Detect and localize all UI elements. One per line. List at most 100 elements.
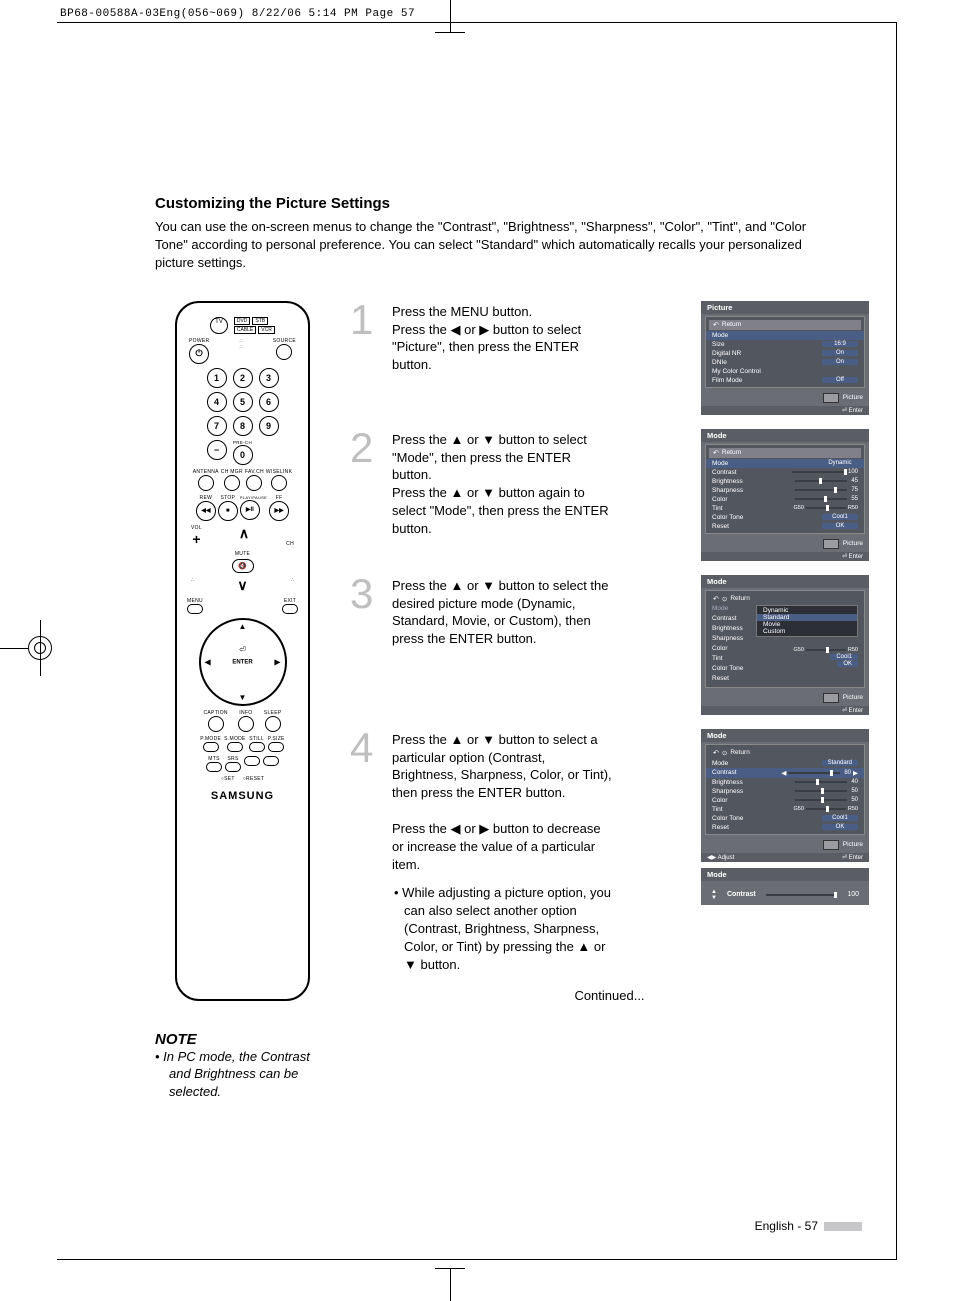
osd-value: 55 [851, 496, 858, 502]
stop-label: STOP [218, 495, 238, 501]
favch-button [246, 475, 262, 491]
step-4: 4 Press the ▲ or ▼ button to select a pa… [350, 729, 869, 974]
dpad: ▲ ▼ ◀ ▶ [199, 618, 287, 706]
crop-mark [450, 1269, 451, 1301]
step-number: 1 [350, 301, 384, 415]
rew-button: ◀◀ [196, 501, 216, 521]
tv-button: TV [210, 317, 228, 334]
osd-value: Off [822, 377, 858, 383]
step-number: 4 [350, 729, 384, 974]
osd-label: Tint [712, 655, 756, 665]
favch-label: FAV.CH [245, 469, 264, 475]
exit-label: EXIT [282, 598, 298, 604]
stb-label: STB [252, 317, 268, 325]
step-text: Press the ▲ or ▼ button to select a part… [392, 729, 612, 974]
picture-icon [823, 539, 839, 549]
osd-label: Contrast [712, 469, 737, 476]
cable-label: CABLE [234, 326, 256, 334]
osd-value: 45 [851, 478, 858, 484]
osd-value: 50 [851, 788, 858, 794]
still-label: STILL [249, 736, 265, 742]
vol-label: VOL [191, 525, 202, 531]
play-label: PLAY/PAUSE [240, 495, 267, 500]
step-bullet: While adjusting a picture option, you ca… [402, 885, 611, 972]
reset-label: ○RESET [243, 776, 265, 782]
step-2: 2 Press the ▲ or ▼ button to select "Mod… [350, 429, 869, 561]
osd-enter: Enter [849, 708, 863, 714]
page-number: English - 57 [755, 1219, 818, 1233]
srs-label: SRS [225, 756, 241, 762]
osd-label: Color Tone [712, 815, 743, 822]
ch-label: CH [286, 541, 294, 547]
tint-g: G50 [794, 505, 804, 511]
blank-button [263, 756, 279, 766]
crop-mark [435, 1268, 465, 1269]
osd-label: Tint [712, 505, 723, 512]
osd-dropdown: DynamicStandardMovieCustom [756, 605, 858, 637]
vcr-label: VCR [258, 326, 275, 334]
osd-title: Mode [701, 729, 869, 742]
osd-value: 100 [847, 891, 859, 898]
pmode-button [203, 742, 219, 752]
crop-mark [0, 648, 28, 649]
osd-return: ⊙ Return [709, 748, 861, 758]
psize-button [268, 742, 284, 752]
osd-mode-menu: Mode Return ModeDynamic Contrast100Brigh… [701, 429, 869, 561]
sleep-button [265, 716, 281, 732]
osd-value: 100 [848, 469, 858, 475]
picture-icon [823, 840, 839, 850]
section-title: Customizing the Picture Settings [155, 195, 869, 212]
wiselink-label: WISELINK [266, 469, 292, 475]
caption-label: CAPTION [204, 710, 228, 716]
down-arrow-icon: ▼ [239, 693, 247, 702]
osd-label: Contrast [727, 891, 756, 898]
psize-label: P.SIZE [268, 736, 285, 742]
osd-value: OK [822, 824, 858, 830]
step-3: 3 Press the ▲ or ▼ button to select the … [350, 575, 869, 715]
num-5: 5 [233, 392, 253, 412]
osd-title: Mode [701, 575, 869, 588]
mts-label: MTS [206, 756, 222, 762]
still-button [249, 742, 265, 752]
picture-icon [823, 693, 839, 703]
power-button: ⏻ [189, 344, 209, 364]
osd-footer-label: Picture [843, 540, 863, 547]
osd-value: Standard [822, 760, 858, 766]
osd-value: Cool1 [830, 654, 858, 660]
step-text: Press the ▲ or ▼ button to select the de… [392, 575, 612, 715]
smode-label: S.MODE [224, 736, 246, 742]
pre-ch-label: PRE-CH [233, 440, 253, 445]
osd-value: 50 [851, 797, 858, 803]
osd-label: Brightness [712, 478, 743, 485]
step-number: 3 [350, 575, 384, 715]
osd-label: Mode [712, 760, 728, 767]
info-label: INFO [238, 710, 254, 716]
footer-bar [824, 1222, 862, 1231]
remote-control-diagram: TV DVD STB CABLE VCR POWER⏻ ∴∴ [175, 301, 310, 1001]
info-button [238, 716, 254, 732]
antenna-label: ANTENNA [193, 469, 219, 475]
source-button [276, 344, 292, 360]
osd-label: Contrast [712, 769, 737, 776]
exit-button [282, 604, 298, 614]
num-9: 9 [259, 416, 279, 436]
source-label: SOURCE [273, 338, 296, 344]
power-label: POWER [189, 338, 209, 344]
registration-mark [34, 642, 46, 654]
osd-option: Movie [757, 621, 857, 628]
mute-button: 🔇 [232, 559, 254, 573]
tint-g: G50 [794, 647, 804, 653]
osd-value: 80 [844, 770, 851, 776]
note-text: In PC mode, the Contrast and Brightness … [155, 1048, 330, 1101]
osd-label: Color [712, 797, 728, 804]
srs-button [225, 762, 241, 772]
tint-r: R50 [848, 806, 858, 812]
osd-picture-menu: Picture Return Mode Size16:9 Digital NRO… [701, 301, 869, 415]
osd-label: Reset [712, 523, 729, 530]
chmgr-button [224, 475, 240, 491]
num-3: 3 [259, 368, 279, 388]
play-button: ▶II [240, 500, 260, 520]
sleep-label: SLEEP [264, 710, 282, 716]
osd-label: Color Tone [712, 665, 756, 675]
ff-label: FF [269, 495, 289, 501]
